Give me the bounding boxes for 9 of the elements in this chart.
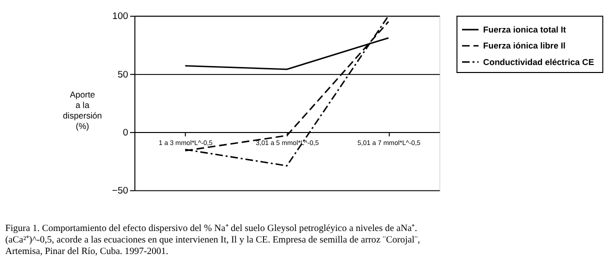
y-tick-label: 100 bbox=[112, 11, 128, 22]
y-tick-label: 0 bbox=[122, 127, 128, 138]
y-axis-title: Aporte a la dispersión (%) bbox=[62, 90, 102, 132]
y-tick-label: −50 bbox=[112, 186, 128, 197]
y-tick-label: 50 bbox=[118, 69, 128, 80]
legend-label: Fuerza ionica total It bbox=[483, 24, 566, 34]
legend-label: Fuerza iónica libre Il bbox=[483, 40, 566, 51]
legend-label: Conductividad eléctrica CE bbox=[483, 56, 594, 67]
text: Figura 1. Comportamiento del efecto dispersivo del % Na⁺ del suelo Gleysol petrogléyico a niveles de aNa⁺. (aCa²⁺)^-0,5, acorde a las ecuaciones en que intervienen It, Il y la CE. Empresa de semilla de arroz ¨Corojal¨, Artemisa, Pinar del Río, Cuba. 1997-2001. bbox=[5, 224, 420, 258]
